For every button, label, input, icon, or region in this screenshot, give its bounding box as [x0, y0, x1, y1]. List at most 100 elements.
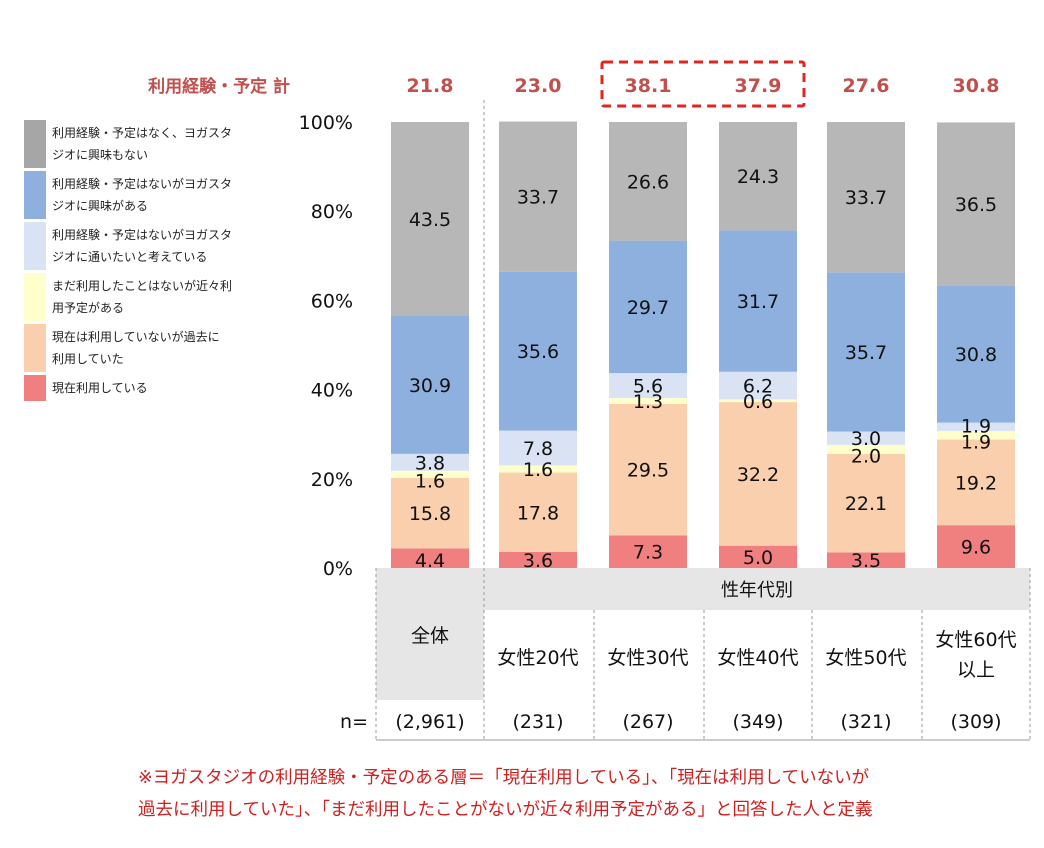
- value-label: 35.6: [517, 341, 559, 363]
- category-label: 女性50代: [825, 647, 906, 669]
- bar-segment: [719, 402, 797, 546]
- bar-segment: [937, 285, 1015, 423]
- bar-segment: [719, 399, 797, 403]
- bar-segment: [937, 525, 1015, 568]
- legend-item-series-interested: 利用経験・予定はないがヨガスタ ジオに興味がある: [24, 171, 274, 219]
- value-label: 22.1: [845, 493, 887, 515]
- legend-label-line: 利用経験・予定はないがヨガスタ: [52, 177, 233, 191]
- category-label: 全体: [411, 625, 449, 647]
- value-label: 3.6: [523, 550, 553, 572]
- value-label: 0.6: [743, 391, 773, 413]
- legend-label-line: 用予定がある: [52, 301, 125, 315]
- bar-segment: [391, 548, 469, 568]
- legend-label-line: 現在利用している: [52, 381, 148, 395]
- bar-segment: [719, 371, 797, 400]
- bar-segment: [391, 453, 469, 471]
- bar-segment: [609, 398, 687, 404]
- bar-segment: [719, 230, 797, 372]
- value-label: 5.6: [633, 376, 663, 398]
- bar-segment: [499, 121, 577, 272]
- bar-segment: [499, 271, 577, 431]
- legend-label-line: まだ利用したことはないが近々利: [52, 279, 233, 293]
- legend-label: 利用経験・予定はなく、ヨガスタ ジオに興味もない: [52, 120, 232, 166]
- y-tick-label: 80%: [311, 201, 353, 223]
- value-label: 6.2: [743, 376, 773, 398]
- value-label: 1.3: [633, 391, 663, 413]
- y-tick-label: 0%: [323, 558, 353, 580]
- bar-segment: [827, 431, 905, 445]
- legend-item-series-planning: まだ利用したことはないが近々利 用予定がある: [24, 273, 274, 321]
- value-label: 35.7: [845, 342, 887, 364]
- category-label: 女性20代: [497, 647, 578, 669]
- highlight-box: [600, 60, 806, 108]
- value-label: 3.8: [415, 452, 445, 474]
- legend-label-line: 利用経験・予定はなく、ヨガスタ: [52, 126, 233, 140]
- value-label: 1.9: [961, 431, 991, 453]
- sample-size: (321): [840, 711, 891, 733]
- legend-swatch: [24, 324, 46, 372]
- legend-label-line: 利用経験・予定はないがヨガスタ: [52, 228, 233, 242]
- bar-segment: [719, 122, 797, 231]
- total-row-label: 利用経験・予定 計: [148, 76, 290, 97]
- sample-size: (349): [732, 711, 783, 733]
- bar-segment: [827, 122, 905, 273]
- y-tick-label: 60%: [311, 290, 353, 312]
- bar-segment: [499, 551, 577, 568]
- bar-segment: [937, 439, 1015, 526]
- legend-swatch: [24, 375, 46, 401]
- legend-item-series-no-interest: 利用経験・予定はなく、ヨガスタ ジオに興味もない: [24, 120, 274, 168]
- value-label: 29.7: [627, 297, 669, 319]
- footnote-line-2: 過去に利用していた」、「まだ利用したことがないが近々利用予定がある」と回答した人…: [138, 800, 873, 820]
- legend-swatch: [24, 273, 46, 321]
- value-label: 30.9: [409, 375, 451, 397]
- legend-label-line: ジオに通いたいと考えている: [52, 250, 208, 264]
- total-value: 27.6: [843, 75, 890, 97]
- value-label: 5.0: [743, 547, 773, 569]
- value-label: 4.4: [415, 550, 445, 572]
- legend-item-series-want-to-attend: 利用経験・予定はないがヨガスタ ジオに通いたいと考えている: [24, 222, 274, 270]
- bar-segment: [609, 403, 687, 536]
- bar-segment: [499, 472, 577, 552]
- bar-segment: [391, 477, 469, 549]
- bar-segment: [719, 545, 797, 568]
- bar-segment: [937, 431, 1015, 440]
- value-label: 29.5: [627, 460, 669, 482]
- y-tick-label: 40%: [311, 380, 353, 402]
- value-label: 26.6: [627, 171, 669, 193]
- overall-header-band: [376, 568, 484, 700]
- sample-size: (309): [950, 711, 1001, 733]
- value-label: 3.0: [851, 428, 881, 450]
- value-label: 19.2: [955, 472, 997, 494]
- group-header-band: [484, 568, 1030, 610]
- category-label: 女性40代: [717, 647, 798, 669]
- legend-swatch: [24, 120, 46, 168]
- bar-segment: [391, 470, 469, 478]
- value-label: 33.7: [845, 187, 887, 209]
- total-value: 21.8: [407, 75, 454, 97]
- y-tick-label: 20%: [311, 469, 353, 491]
- bar-segment: [609, 373, 687, 399]
- value-label: 33.7: [517, 187, 559, 209]
- legend-swatch: [24, 171, 46, 219]
- category-label: 女性60代: [935, 629, 1016, 651]
- bar-segment: [827, 272, 905, 432]
- legend-label-line: 利用していた: [52, 352, 124, 366]
- value-label: 7.8: [523, 438, 553, 460]
- y-tick-label: 100%: [299, 112, 353, 134]
- legend-item-series-past-use: 現在は利用していないが過去に 利用していた: [24, 324, 274, 372]
- legend-label: まだ利用したことはないが近々利 用予定がある: [52, 273, 232, 319]
- bar-segment: [499, 430, 577, 466]
- value-label: 1.6: [415, 470, 445, 492]
- legend-item-series-current-use: 現在利用している: [24, 375, 274, 401]
- bar-segment: [827, 453, 905, 553]
- bar-segment: [609, 240, 687, 374]
- value-label: 24.3: [737, 166, 779, 188]
- total-value: 23.0: [515, 75, 562, 97]
- value-label: 31.7: [737, 291, 779, 313]
- bar-segment: [827, 552, 905, 568]
- total-value: 38.1: [625, 75, 672, 97]
- value-label: 15.8: [409, 503, 451, 525]
- group-label: 性年代別: [721, 580, 793, 601]
- bar-segment: [937, 422, 1015, 432]
